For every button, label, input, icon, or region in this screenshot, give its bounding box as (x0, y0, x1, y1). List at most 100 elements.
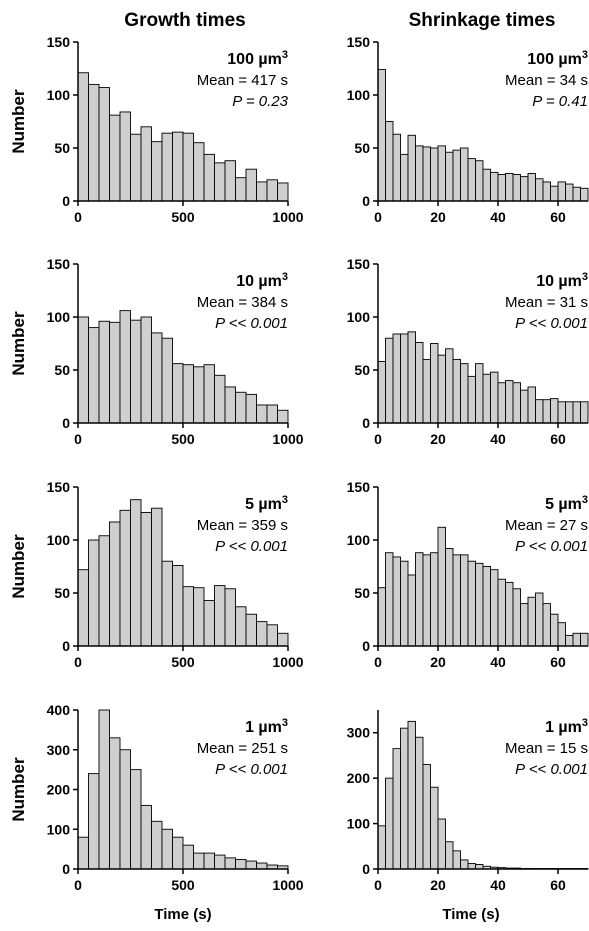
y-axis-label-row-2: Number (9, 311, 28, 376)
histogram-panel-7: 0 100 200 300 400 0 500 1000 1 µm3 Mean = 251 s P … (47, 702, 304, 893)
x-tick-label: 20 (430, 654, 446, 670)
p-value-label: P << 0.001 (215, 315, 288, 332)
histogram-bar (77, 72, 89, 202)
histogram-bar (460, 363, 469, 424)
y-tick-label: 150 (47, 479, 71, 495)
y-tick-label: 0 (62, 638, 70, 654)
panel-title: 5 µm3 (245, 494, 288, 513)
histogram-bar (385, 337, 394, 424)
histogram-bar (407, 720, 416, 870)
y-tick-label: 150 (347, 34, 371, 50)
histogram-bar (266, 179, 278, 202)
column-title-shrinkage: Shrinkage times (409, 10, 556, 31)
x-tick-label: 0 (374, 431, 382, 447)
histogram-bar (235, 177, 247, 202)
histogram-bar (550, 185, 559, 202)
histogram-bar (542, 399, 551, 424)
histogram-bar (392, 133, 401, 202)
x-tick-label: 0 (374, 877, 382, 893)
histogram-bar (182, 364, 194, 424)
histogram-bar (256, 404, 268, 424)
histogram-bar (452, 850, 461, 870)
panel-title: 1 µm3 (245, 717, 288, 736)
y-tick-label: 100 (47, 821, 71, 837)
column-title-growth: Growth times (124, 10, 245, 31)
histogram-bar (460, 147, 469, 202)
histogram-bar (512, 588, 521, 647)
histogram-bar (140, 126, 152, 202)
histogram-bar (203, 364, 215, 424)
histogram-bar (565, 401, 574, 424)
mean-label: Mean = 251 s (197, 740, 288, 757)
histogram-bar (572, 186, 581, 202)
histogram-bar (193, 587, 205, 647)
x-tick-label: 0 (74, 877, 82, 893)
histogram-bar (277, 632, 289, 647)
y-tick-label: 150 (47, 34, 71, 50)
y-tick-label: 0 (62, 861, 70, 877)
histogram-bar (415, 736, 424, 870)
histogram-bar (475, 363, 484, 424)
histogram-panel-1: 0 50 100 150 0 500 1000 100 µm3 Mean = 417 s P = … (47, 34, 304, 225)
x-tick-label: 1000 (272, 209, 303, 225)
histogram-bar (203, 599, 215, 647)
histogram-bar (467, 560, 476, 647)
histogram-bar (497, 578, 506, 647)
histogram-bar (130, 133, 142, 202)
histogram-bar (542, 603, 551, 647)
histogram-bar (77, 836, 89, 870)
histogram-bar (437, 526, 446, 647)
histogram-bar (407, 134, 416, 202)
histogram-panel-4: 0 50 100 150 0 20 40 60 10 µm3 Mean = 31 s P << 0.… (347, 256, 589, 447)
histogram-bar (385, 552, 394, 647)
histogram-bar (172, 363, 184, 424)
histogram-bar (535, 178, 544, 202)
y-axis-label-row-4: Number (9, 757, 28, 822)
histogram-bar (235, 606, 247, 647)
histogram-bar (527, 386, 536, 424)
panel-title: 10 µm3 (536, 271, 588, 290)
histogram-bar (497, 174, 506, 202)
y-tick-label: 100 (347, 816, 371, 832)
histogram-bar (445, 548, 454, 647)
x-tick-label: 500 (171, 877, 195, 893)
histogram-bar (460, 554, 469, 647)
histogram-bar (430, 147, 439, 202)
y-tick-label: 200 (347, 770, 371, 786)
x-tick-label: 20 (430, 877, 446, 893)
histogram-bar (505, 581, 514, 647)
histogram-bar (193, 366, 205, 424)
histogram-bar (467, 158, 476, 202)
histogram-bar (565, 634, 574, 647)
y-tick-label: 300 (47, 742, 71, 758)
p-value-label: P << 0.001 (515, 315, 588, 332)
mean-label: Mean = 384 s (197, 294, 288, 311)
histogram-bar (452, 554, 461, 647)
histogram-bar (161, 132, 173, 202)
histogram-bar (415, 341, 424, 424)
x-axis-label-growth: Time (s) (154, 906, 211, 923)
histogram-bar (400, 153, 409, 202)
x-tick-label: 20 (430, 209, 446, 225)
mean-label: Mean = 34 s (505, 72, 588, 89)
y-tick-label: 100 (347, 532, 371, 548)
histogram-panel-3: 0 50 100 150 0 500 1000 10 µm3 Mean = 384 s P << … (47, 256, 304, 447)
histogram-bar (119, 749, 131, 870)
histogram-bar (392, 748, 401, 870)
y-tick-label: 50 (54, 140, 70, 156)
y-tick-label: 300 (347, 725, 371, 741)
x-tick-label: 40 (490, 431, 506, 447)
histogram-bar (256, 862, 268, 870)
y-tick-label: 0 (62, 193, 70, 209)
histogram-bar (377, 587, 386, 647)
x-tick-label: 0 (74, 209, 82, 225)
histogram-bar (580, 401, 589, 424)
y-tick-label: 100 (347, 87, 371, 103)
histogram-bar (505, 172, 514, 202)
x-tick-label: 500 (171, 209, 195, 225)
histogram-bar (214, 162, 226, 202)
histogram-bar (445, 348, 454, 424)
histogram-bar (119, 509, 131, 647)
histogram-bar (77, 316, 89, 424)
histogram-bar (557, 622, 566, 647)
